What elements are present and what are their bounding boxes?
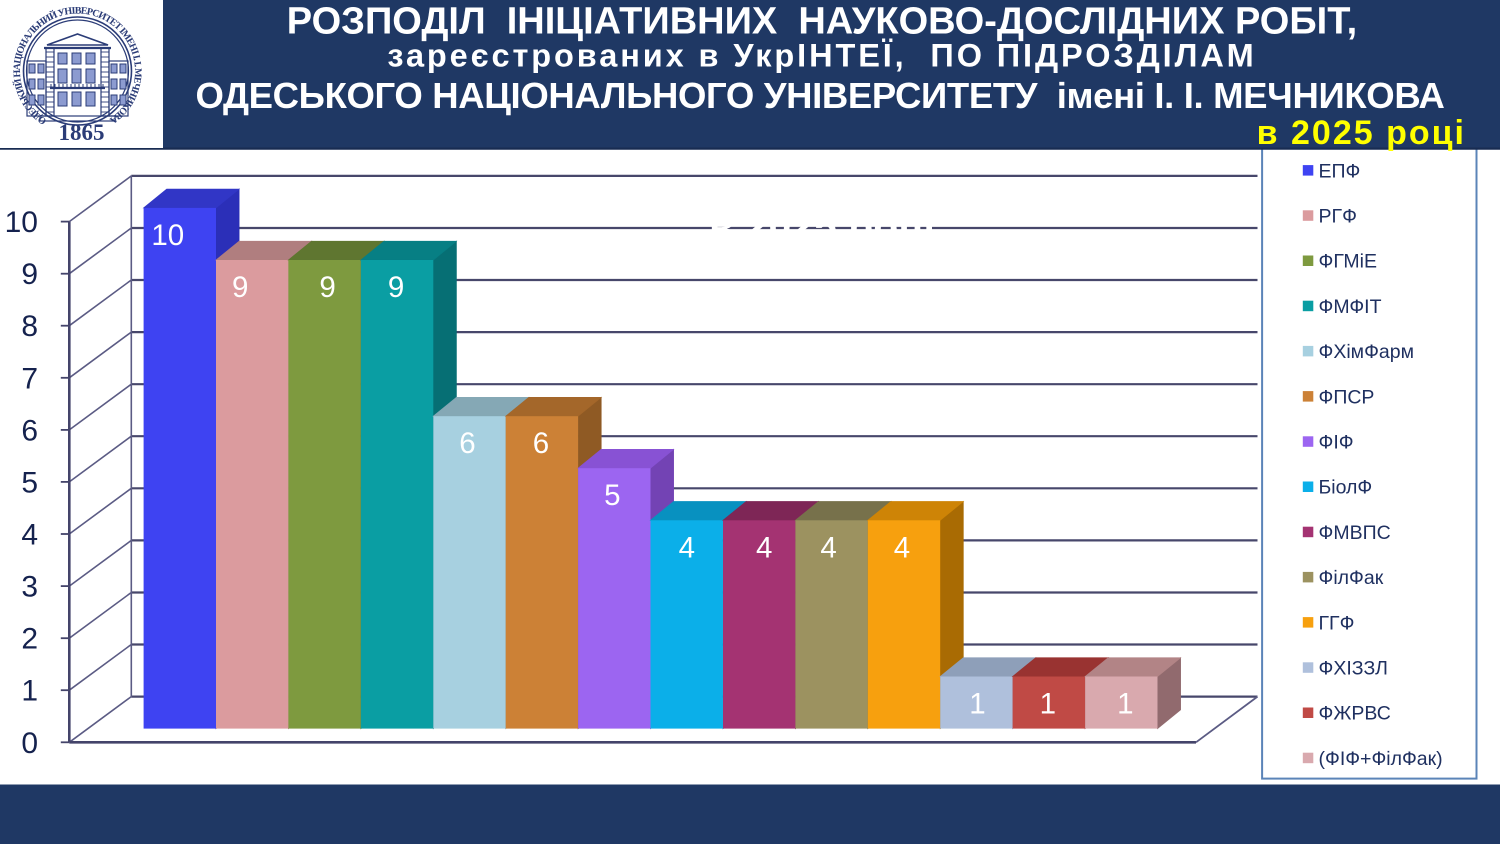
svg-text:10: 10 (5, 206, 38, 239)
svg-text:4: 4 (894, 531, 910, 564)
svg-text:ГГФ: ГГФ (1319, 612, 1355, 634)
svg-text:6: 6 (21, 414, 38, 447)
svg-text:ФПСР: ФПСР (1319, 386, 1375, 408)
svg-text:9: 9 (232, 271, 248, 304)
svg-text:ЕПФ: ЕПФ (1319, 160, 1361, 182)
svg-text:в 2025 році: в 2025 році (709, 203, 935, 249)
svg-text:1865: 1865 (59, 120, 105, 145)
svg-text:9: 9 (319, 271, 335, 304)
svg-text:ФЖРВС: ФЖРВС (1319, 703, 1391, 725)
svg-text:ОДЕСЬКОГО НАЦІОНАЛЬНОГО УНІВЕР: ОДЕСЬКОГО НАЦІОНАЛЬНОГО УНІВЕРСИТЕТУ іме… (195, 75, 1444, 116)
svg-text:1: 1 (21, 675, 38, 708)
svg-text:ФІФ: ФІФ (1319, 432, 1354, 454)
svg-text:5: 5 (21, 466, 38, 499)
svg-text:ФМФІТ: ФМФІТ (1319, 296, 1382, 318)
svg-text:3: 3 (21, 571, 38, 604)
svg-text:1: 1 (969, 688, 985, 721)
svg-text:ФГМіЕ: ФГМіЕ (1319, 251, 1378, 273)
svg-text:5: 5 (604, 479, 620, 512)
svg-text:4: 4 (756, 531, 772, 564)
svg-text:4: 4 (679, 531, 695, 564)
svg-text:ФілФак: ФілФак (1319, 567, 1384, 589)
svg-text:0: 0 (21, 727, 38, 760)
svg-text:9: 9 (388, 271, 404, 304)
svg-text:БіолФ: БіолФ (1319, 477, 1373, 499)
svg-text:1: 1 (1117, 688, 1133, 721)
svg-text:6: 6 (459, 427, 475, 460)
svg-text:ФХімФарм: ФХімФарм (1319, 341, 1415, 363)
svg-text:1: 1 (1040, 688, 1056, 721)
svg-text:8: 8 (21, 310, 38, 343)
svg-text:в 2025 році: в 2025 році (1257, 114, 1466, 152)
svg-text:РГФ: РГФ (1319, 206, 1357, 228)
svg-text:10: 10 (151, 219, 184, 252)
svg-text:4: 4 (21, 519, 38, 552)
svg-text:6: 6 (533, 427, 549, 460)
svg-text:4: 4 (820, 531, 836, 564)
svg-text:(ФІФ+ФілФак): (ФІФ+ФілФак) (1319, 748, 1443, 770)
svg-text:зареєстрованих в УкрІНТЕЇ, ПО: зареєстрованих в УкрІНТЕЇ, ПО ПІДРОЗДІЛА… (387, 38, 1256, 74)
svg-text:ФМВПС: ФМВПС (1319, 522, 1391, 544)
svg-text:9: 9 (21, 258, 38, 291)
svg-text:ФХІЗЗЛ: ФХІЗЗЛ (1319, 658, 1388, 680)
svg-text:2: 2 (21, 623, 38, 656)
svg-text:7: 7 (21, 362, 38, 395)
svg-text:РОЗПОДІЛ ІНІЦІАТИВНИХ НАУКОВ: РОЗПОДІЛ ІНІЦІАТИВНИХ НАУКОВО-ДОСЛІДНИХ … (287, 1, 1357, 43)
